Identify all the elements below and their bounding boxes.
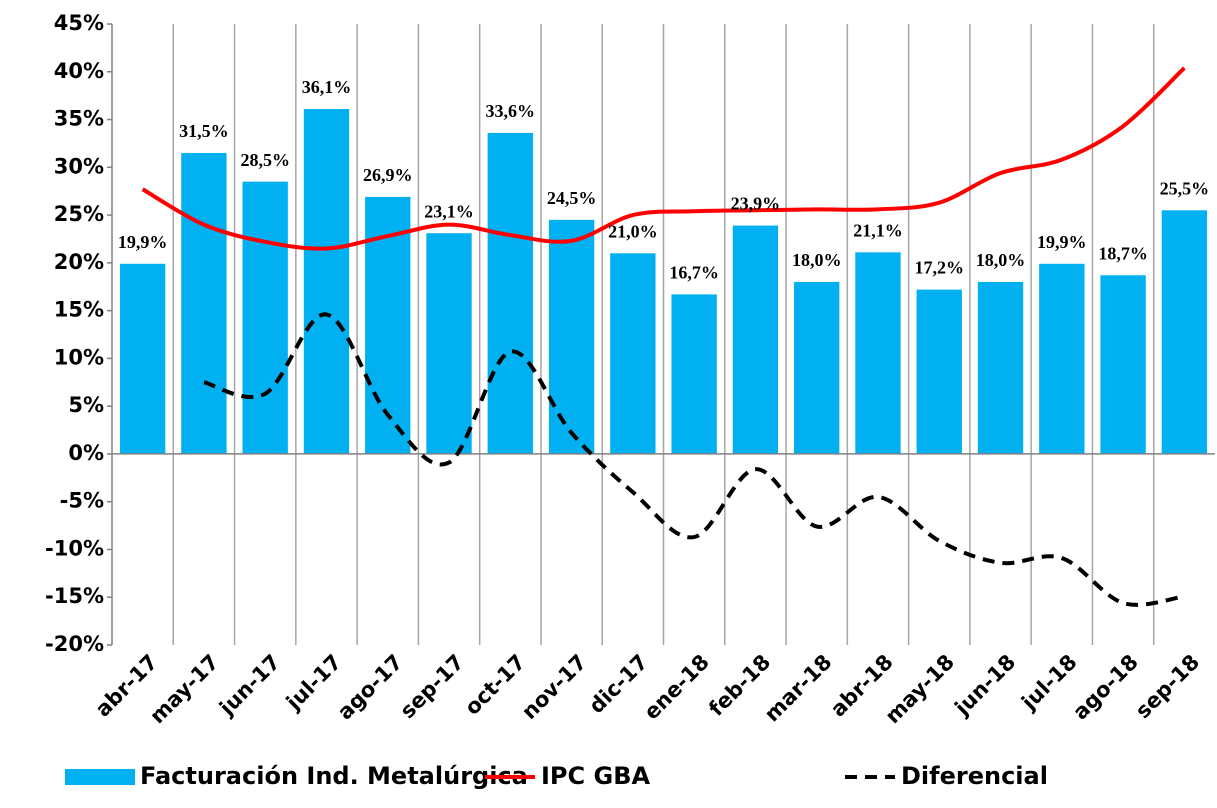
x-tick-label: ago-17: [333, 650, 408, 725]
data-label: 24,5%: [547, 188, 597, 208]
y-tick-label: -5%: [60, 489, 104, 513]
legend-label: Diferencial: [901, 762, 1048, 790]
bar: [487, 132, 533, 454]
data-label: 21,1%: [853, 220, 903, 240]
x-tick-label: ene-18: [639, 650, 714, 725]
legend-label: IPC GBA: [541, 762, 650, 790]
data-label: 17,2%: [915, 258, 965, 278]
bar: [548, 219, 595, 454]
bar: [794, 281, 840, 454]
data-label: 16,7%: [669, 262, 719, 282]
line: [141, 66, 1186, 251]
data-label: 18,0%: [976, 250, 1026, 270]
legend-label: Facturación Ind. Metalúrgica: [140, 762, 528, 790]
y-tick-label: 30%: [54, 154, 104, 178]
data-label: 19,9%: [118, 232, 168, 252]
data-label: 25,5%: [1160, 178, 1210, 198]
data-label: 36,1%: [302, 77, 352, 97]
x-tick-label: ago-18: [1068, 650, 1143, 725]
bar: [855, 252, 901, 454]
bar: [119, 263, 166, 454]
bar: [1100, 275, 1146, 454]
data-label: 23,1%: [424, 201, 474, 221]
y-tick-label: -10%: [45, 536, 104, 560]
bar: [977, 281, 1024, 454]
bar: [732, 225, 779, 454]
data-label: 21,0%: [608, 221, 658, 241]
data-label: 26,9%: [363, 165, 413, 185]
bar: [242, 181, 288, 454]
x-tick-label: jun-18: [950, 650, 1021, 721]
bar: [1161, 210, 1208, 454]
data-label: 18,7%: [1098, 243, 1148, 263]
bar: [303, 109, 350, 454]
y-tick-label: 15%: [54, 298, 104, 322]
data-label: 23,9%: [731, 194, 781, 214]
y-tick-label: 5%: [68, 393, 104, 417]
y-tick-label: 10%: [54, 345, 104, 369]
y-tick-label: 20%: [54, 250, 104, 274]
x-tick-label: nov-17: [517, 650, 591, 724]
data-label: 18,0%: [792, 250, 842, 270]
line: [203, 312, 1185, 607]
bar: [426, 233, 472, 454]
x-tick-label: sep-18: [1131, 650, 1204, 723]
y-tick-label: -15%: [45, 584, 104, 608]
x-tick-label: jun-17: [214, 650, 285, 721]
data-label: 19,9%: [1037, 232, 1087, 252]
y-tick-label: 0%: [68, 441, 104, 465]
x-tick-label: mar-18: [760, 650, 837, 727]
y-tick-label: 25%: [54, 202, 104, 226]
y-tick-label: 45%: [54, 11, 104, 35]
y-tick-label: -20%: [45, 632, 104, 656]
bar: [610, 253, 656, 454]
legend-swatch: [65, 769, 135, 785]
data-label: 31,5%: [179, 121, 229, 141]
bar: [181, 152, 227, 454]
data-label: 28,5%: [240, 150, 290, 170]
bar: [671, 294, 717, 454]
data-label: 33,6%: [486, 101, 536, 121]
y-tick-label: 35%: [54, 107, 104, 131]
x-tick-label: sep-17: [395, 650, 468, 723]
bar: [1039, 263, 1085, 454]
y-tick-label: 40%: [54, 59, 104, 83]
bar: [916, 289, 962, 454]
